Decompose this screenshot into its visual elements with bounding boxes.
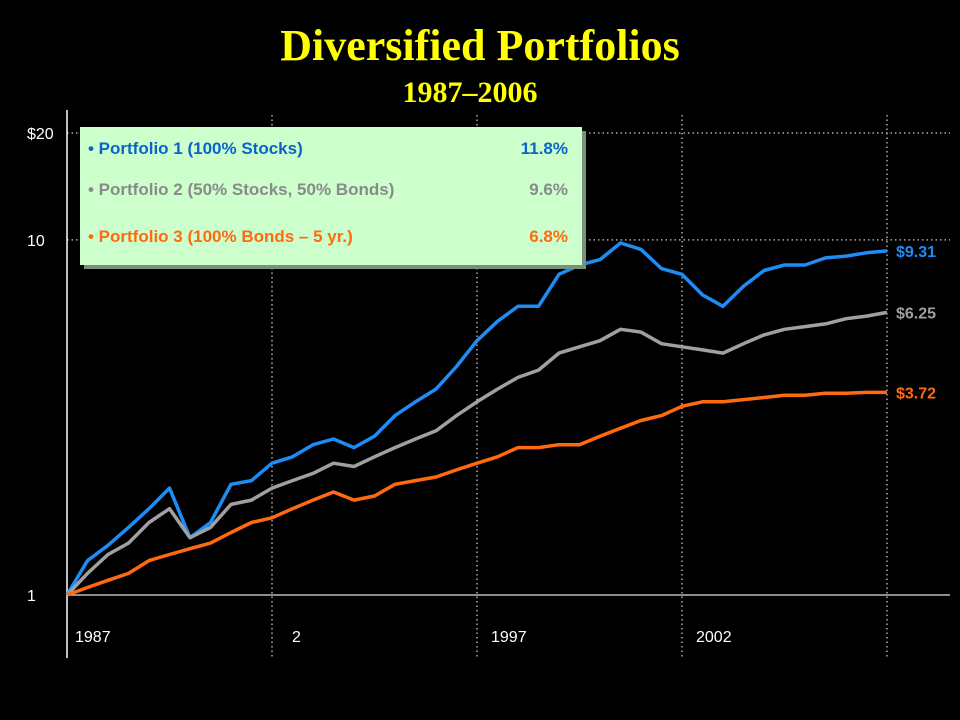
legend-return-portfolio-3: 6.8% bbox=[529, 227, 568, 246]
x-tick-label: 2 bbox=[292, 629, 301, 646]
end-label-portfolio-1: $9.31 bbox=[896, 244, 936, 261]
chart-subtitle: 1987–2006 bbox=[402, 76, 538, 109]
y-tick-label: 10 bbox=[27, 233, 45, 250]
series-line-portfolio-2 bbox=[65, 310, 888, 597]
legend-return-portfolio-2: 9.6% bbox=[529, 180, 568, 199]
end-label-portfolio-2: $6.25 bbox=[896, 305, 936, 322]
x-tick-label: 2002 bbox=[696, 629, 732, 646]
chart-title: Diversified Portfolios bbox=[280, 21, 680, 70]
legend-row-portfolio-2: • Portfolio 2 (50% Stocks, 50% Bonds) 9.… bbox=[88, 180, 568, 200]
legend-label-portfolio-3: • Portfolio 3 (100% Bonds – 5 yr.) bbox=[88, 227, 353, 246]
y-tick-label: 1 bbox=[27, 588, 36, 605]
legend: • Portfolio 1 (100% Stocks) 11.8% • Port… bbox=[80, 127, 582, 265]
label-layer: $20 10 1 1987 2 1997 2002 $9.31 $6.25 $3.72 bbox=[27, 126, 936, 646]
legend-return-portfolio-1: 11.8% bbox=[520, 139, 568, 158]
series-line-portfolio-3 bbox=[66, 390, 887, 597]
y-tick-label: $20 bbox=[27, 126, 54, 143]
x-tick-label: 1997 bbox=[491, 629, 527, 646]
end-label-portfolio-3: $3.72 bbox=[896, 385, 936, 402]
legend-label-portfolio-2: • Portfolio 2 (50% Stocks, 50% Bonds) bbox=[88, 180, 395, 199]
x-tick-label: 1987 bbox=[75, 629, 111, 646]
legend-label-portfolio-1: • Portfolio 1 (100% Stocks) bbox=[88, 139, 303, 158]
series-layer bbox=[65, 241, 888, 597]
legend-row-portfolio-3: • Portfolio 3 (100% Bonds – 5 yr.) 6.8% bbox=[88, 227, 568, 247]
series-line-portfolio-1 bbox=[65, 241, 888, 596]
legend-row-portfolio-1: • Portfolio 1 (100% Stocks) 11.8% bbox=[88, 139, 568, 159]
